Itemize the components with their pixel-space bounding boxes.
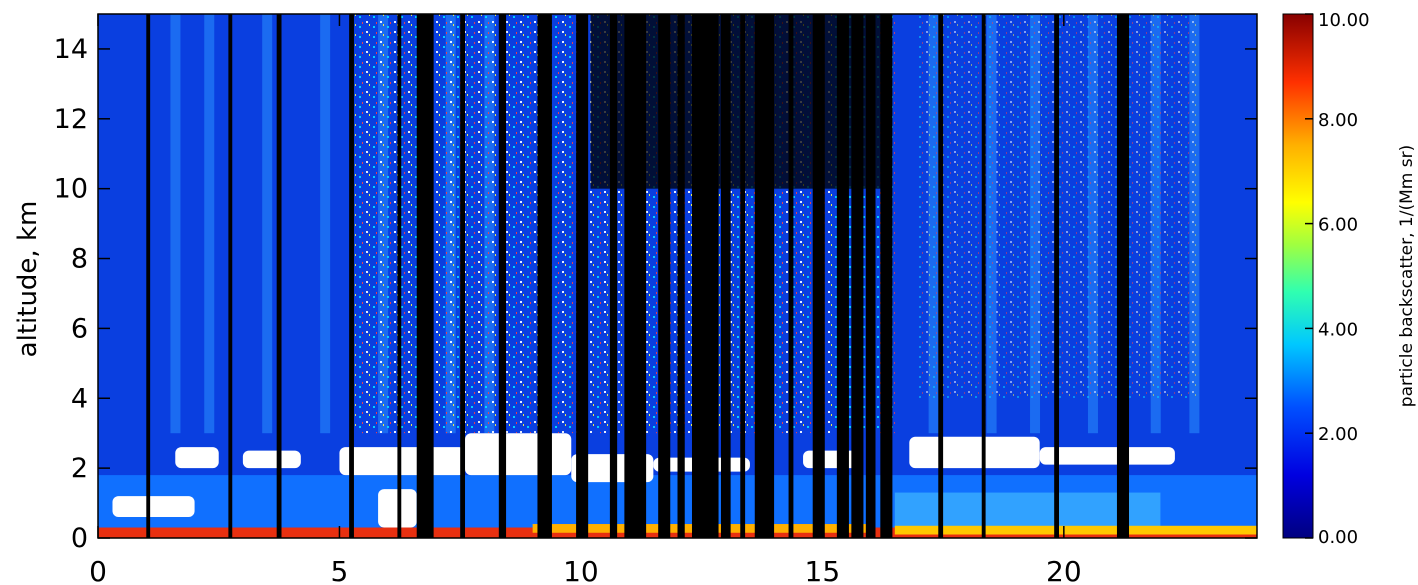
no-data-column <box>981 14 986 538</box>
y-tick-label: 12 <box>54 104 88 135</box>
x-tick-label: 0 <box>89 555 107 585</box>
y-tick-label: 4 <box>71 383 88 414</box>
y-tick-label: 10 <box>54 174 88 205</box>
no-data-column <box>498 14 507 538</box>
no-data-column <box>460 14 466 538</box>
cloud <box>112 496 195 518</box>
no-data-column <box>865 14 876 538</box>
x-tick-label: 15 <box>805 555 841 585</box>
y-axis-label: altitude, km <box>13 201 43 358</box>
colorbar-tick-label: 0.00 <box>1318 527 1358 548</box>
no-data-column <box>938 14 944 538</box>
colorbar: 0.00 2.00 4.00 6.00 8.00 10.00 particle backs… <box>1282 10 1417 548</box>
x-tick-label: 5 <box>331 555 349 585</box>
no-data-column <box>228 14 233 538</box>
plot-area <box>97 13 1258 539</box>
cloud <box>465 433 572 476</box>
y-tick-label: 2 <box>71 453 88 484</box>
no-data-column <box>1054 14 1060 538</box>
colorbar-label: particle backscatter, 1/(Mm sr) <box>1397 145 1417 407</box>
y-tick-label: 8 <box>71 244 88 275</box>
x-tick-label: 10 <box>563 555 599 585</box>
no-data-column <box>416 14 434 538</box>
backscatter-streak <box>204 14 215 434</box>
x-axis: 0 5 10 15 20 <box>89 14 1082 585</box>
cloud <box>175 447 219 469</box>
colorbar-tick-label: 2.00 <box>1318 424 1358 445</box>
cloud <box>1039 447 1175 465</box>
no-data-column <box>576 14 589 538</box>
colorbar-gradient <box>1282 13 1314 539</box>
y-tick-label: 14 <box>54 34 88 65</box>
backscatter-streak <box>320 14 331 434</box>
no-data-column <box>537 14 552 538</box>
colorbar-tick-label: 6.00 <box>1318 215 1358 236</box>
cloud <box>909 436 1040 469</box>
y-tick-label: 6 <box>71 313 88 344</box>
colorbar-tick-label: 4.00 <box>1318 319 1358 340</box>
heatmap-layer <box>98 14 1257 538</box>
no-data-column <box>677 14 685 538</box>
no-data-column <box>788 14 794 538</box>
no-data-column <box>397 14 402 538</box>
no-data-column <box>146 14 151 538</box>
no-data-column <box>349 14 354 538</box>
backscatter-streak <box>262 14 273 434</box>
cloud <box>242 450 301 469</box>
y-tick-label: 0 <box>71 523 88 554</box>
x-tick-label: 20 <box>1046 555 1082 585</box>
no-data-region <box>590 14 890 189</box>
backscatter-streak <box>170 14 181 434</box>
colorbar-tick-label: 10.00 <box>1318 10 1370 31</box>
no-data-column <box>1116 14 1130 538</box>
cloud <box>339 447 466 476</box>
no-data-column <box>720 14 731 538</box>
surface-layer-yellow <box>894 525 1257 535</box>
no-data-column <box>276 14 282 538</box>
no-data-column <box>609 14 618 538</box>
no-data-column <box>740 14 746 538</box>
y-axis: 0 2 4 6 8 10 12 14 <box>54 34 1257 554</box>
colorbar-tick-label: 8.00 <box>1318 110 1358 131</box>
plot-frame <box>97 13 1258 539</box>
